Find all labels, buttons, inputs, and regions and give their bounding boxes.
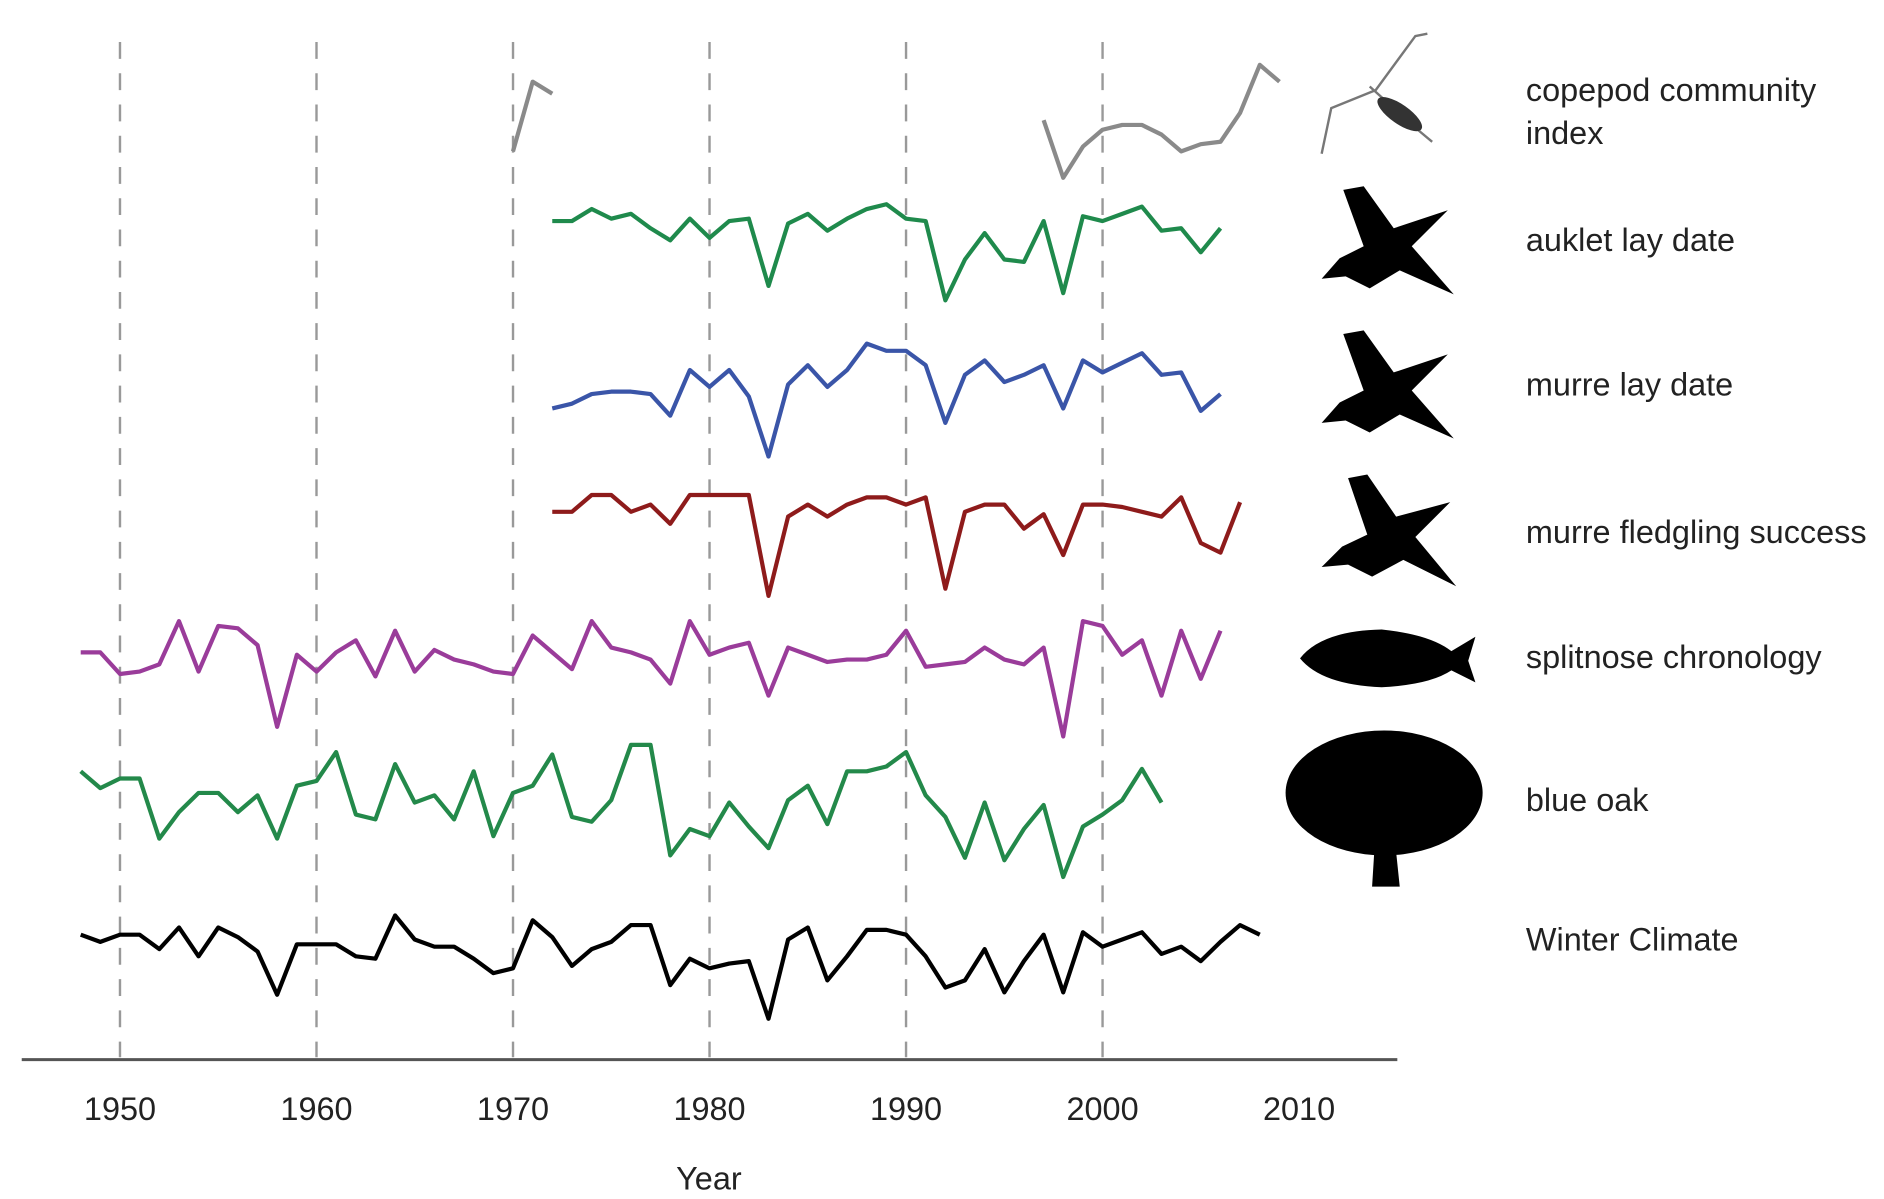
series-line [79,913,1261,1021]
series-line [552,492,1243,598]
bird-icon [1321,186,1457,587]
legend-label: auklet lay date [1525,222,1736,259]
x-tick-label: 1990 [870,1091,942,1127]
x-axis-label: Year [676,1161,742,1197]
legend-entry: copepod community index [1525,72,1817,152]
legend-label: copepod community index [1525,72,1817,152]
x-tick-label: 1950 [84,1091,156,1127]
legend-entry: splitnose chronology [1525,639,1822,676]
icons [1285,32,1483,887]
legend-label: Winter Climate [1525,921,1739,958]
legend-entry: murre fledgling success [1525,514,1867,551]
series-line [552,202,1223,303]
series-line [79,742,1164,880]
x-tick-label: 2010 [1263,1091,1335,1127]
legend-entry: Winter Climate [1525,921,1739,958]
x-tick-label: 2000 [1066,1091,1138,1127]
series-line [551,341,1222,459]
legend-label: murre lay date [1525,366,1734,403]
legend-label: splitnose chronology [1525,639,1822,676]
x-tick-label: 1960 [280,1091,352,1127]
tree-icon [1285,730,1483,887]
legend-entry: auklet lay date [1525,222,1736,259]
legend-label: blue oak [1525,782,1649,819]
fish-icon [1300,629,1476,688]
copepod-icon [1320,32,1433,155]
legend-label: murre fledgling success [1525,514,1867,551]
x-tick-label: 1970 [477,1091,549,1127]
series-line [510,62,1281,180]
x-tick-label: 1980 [673,1091,745,1127]
legend-entry: murre lay date [1525,366,1734,403]
legend-entry: blue oak [1525,782,1649,819]
series-line [80,619,1223,739]
